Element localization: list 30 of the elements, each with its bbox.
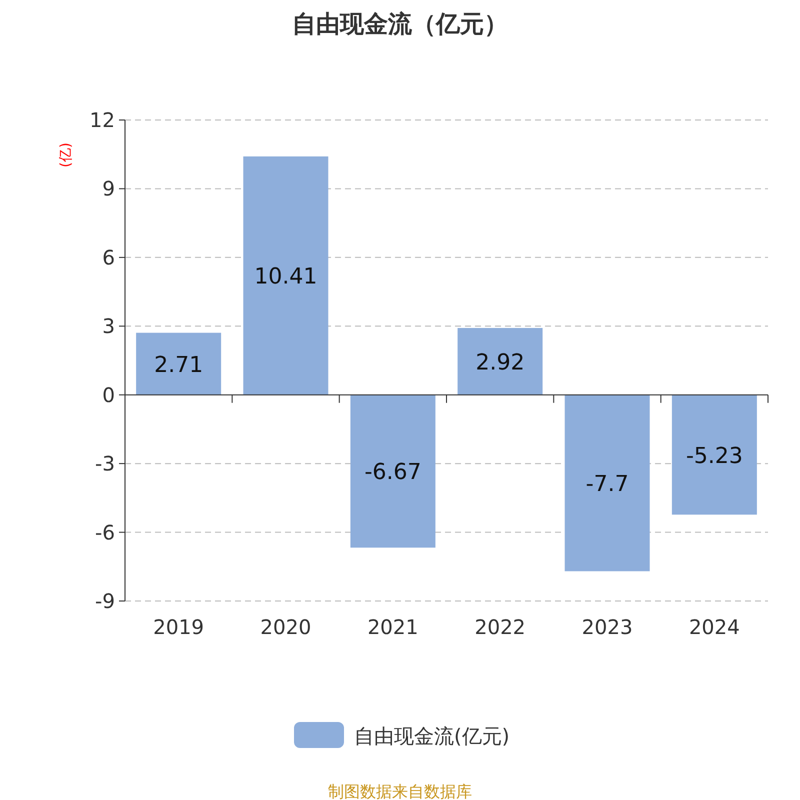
y-tick-label: 3 (102, 314, 115, 338)
x-tick-label: 2021 (367, 615, 418, 639)
x-tick-label: 2024 (688, 615, 740, 639)
y-tick-label: 12 (90, 108, 115, 132)
bar (458, 328, 543, 395)
bar (564, 394, 650, 572)
y-tick-label: 9 (102, 176, 115, 201)
y-tick-label: -6 (95, 520, 115, 544)
data-label: 10.41 (254, 264, 318, 290)
data-label: -5.23 (686, 444, 743, 469)
bar (350, 394, 436, 548)
data-label: -6.67 (364, 460, 422, 486)
x-tick-label: 2023 (582, 615, 633, 639)
bar (672, 394, 757, 515)
legend-label: 自由现金流(亿元) (354, 724, 510, 748)
x-tick-label: 2022 (474, 615, 526, 639)
y-tick-label: -9 (95, 589, 115, 613)
bar (136, 332, 222, 395)
x-tick-label: 2020 (260, 615, 312, 639)
y-tick-label: -3 (95, 452, 115, 476)
data-label: 2.71 (154, 352, 204, 378)
y-tick-label: 6 (102, 245, 115, 270)
y-tick-label: 0 (102, 382, 115, 407)
data-label: -7.7 (586, 472, 629, 498)
text: 制图数据来自数据库 (328, 782, 472, 800)
data-label: 2.92 (476, 350, 525, 376)
chart-title: 自由现金流（亿元） (292, 10, 508, 38)
x-tick-label: 2019 (153, 615, 204, 639)
y-axis-title: (亿) (58, 142, 74, 168)
bar (243, 156, 328, 395)
